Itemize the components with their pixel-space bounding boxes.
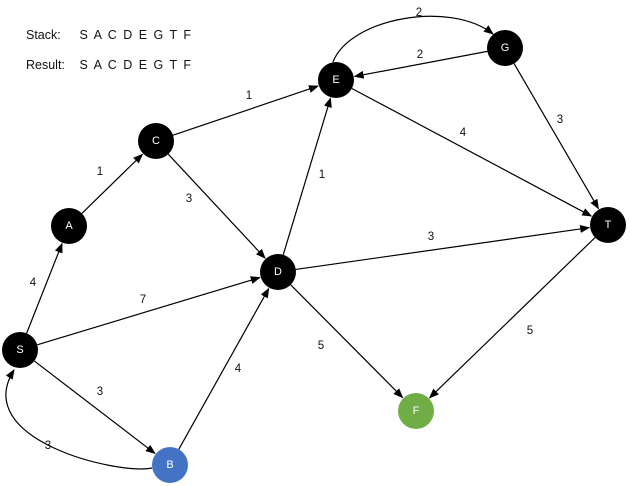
edge-d-e: [282, 97, 332, 255]
stack-value: S A C D E G T F: [79, 28, 193, 42]
node-circle-s: [2, 332, 38, 368]
edge-s-b: [33, 360, 156, 455]
node-f: F: [398, 393, 434, 429]
node-c: C: [138, 123, 174, 159]
node-circle-f: [398, 393, 434, 429]
node-label-e: E: [332, 74, 339, 86]
node-label-g: G: [501, 42, 510, 54]
node-label-s: S: [16, 344, 23, 356]
edge-weight-d-e: 1: [319, 169, 325, 181]
edge-weight-g-e: 2: [417, 49, 423, 61]
node-t: T: [590, 207, 626, 243]
edge-t-f: [428, 237, 596, 399]
edges-layer: [5, 15, 599, 470]
edge-b-d: [178, 287, 270, 450]
node-s: S: [2, 332, 38, 368]
node-label-t: T: [605, 219, 612, 231]
edge-weight-c-d: 3: [186, 193, 192, 205]
edge-g-t: [513, 63, 599, 210]
node-circle-g: [487, 30, 523, 66]
node-g: G: [487, 30, 523, 66]
result-line: Result: S A C D E G T F: [26, 58, 193, 72]
node-circle-d: [260, 254, 296, 290]
node-label-f: F: [413, 405, 420, 417]
edge-e-g: [332, 15, 494, 63]
edge-weight-g-t: 3: [557, 114, 563, 126]
node-d: D: [260, 254, 296, 290]
edge-weight-a-c: 1: [97, 166, 103, 178]
edge-c-e: [172, 85, 319, 136]
edge-weight-d-f: 5: [318, 340, 324, 352]
stack-label: Stack:: [26, 28, 61, 42]
edge-weight-b-s: 3: [45, 440, 51, 452]
result-value: S A C D E G T F: [79, 58, 193, 72]
node-label-d: D: [274, 266, 282, 278]
node-circle-t: [590, 207, 626, 243]
node-e: E: [318, 62, 354, 98]
edge-weight-s-b: 3: [97, 386, 103, 398]
edge-a-c: [81, 153, 144, 214]
edge-weight-e-t: 4: [460, 127, 467, 139]
node-label-a: A: [65, 220, 73, 232]
edge-g-e: [353, 50, 488, 79]
node-circle-a: [51, 208, 87, 244]
edge-weight-t-f: 5: [527, 325, 533, 337]
edge-c-d: [167, 153, 266, 259]
edge-d-f: [290, 284, 404, 399]
edge-s-d: [37, 276, 261, 346]
edge-labels-layer: 4 1 1 3 7 3 3 4 1 3 5 2 2 4 3 5: [30, 7, 563, 452]
node-label-b: B: [166, 459, 173, 471]
node-label-c: C: [152, 135, 160, 147]
edge-e-t: [351, 87, 593, 217]
node-circle-c: [138, 123, 174, 159]
node-b: B: [152, 447, 188, 483]
edge-weight-c-e: 1: [246, 90, 252, 102]
edge-weight-e-g: 2: [416, 7, 422, 19]
nodes-layer: S A B C D E G T F: [2, 30, 626, 483]
node-a: A: [51, 208, 87, 244]
edge-weight-b-d: 4: [235, 363, 242, 375]
result-label: Result:: [26, 58, 65, 72]
edge-weight-s-a: 4: [30, 277, 37, 289]
edge-b-s: [5, 369, 153, 470]
edge-weight-s-d: 7: [140, 294, 146, 306]
stack-line: Stack: S A C D E G T F: [26, 28, 193, 42]
node-circle-b: [152, 447, 188, 483]
edge-weight-d-t: 3: [428, 231, 434, 243]
edge-d-t: [295, 224, 591, 271]
edge-s-a: [26, 242, 63, 334]
node-circle-e: [318, 62, 354, 98]
